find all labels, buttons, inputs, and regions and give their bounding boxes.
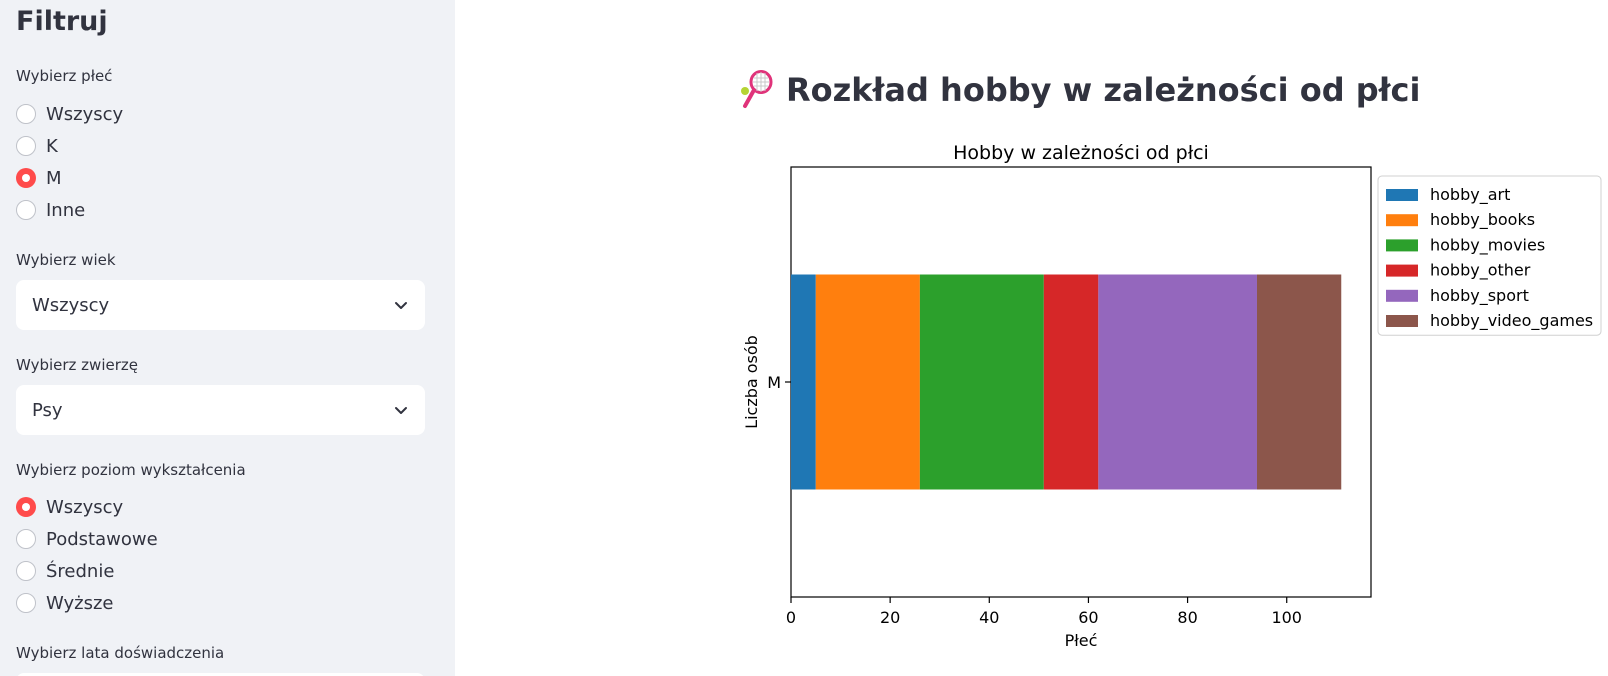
gender-option-m[interactable]: M [16,165,62,191]
bar-segment-hobby-movies [919,274,1044,490]
legend-swatch [1386,214,1418,227]
y-tick-label: M [767,373,781,392]
page-title: Rozkład hobby w zależności od płci [740,68,1420,112]
radio-label: Wszyscy [46,496,124,518]
experience-select[interactable] [16,673,425,676]
radio-circle[interactable] [16,529,36,549]
x-tick-label: 20 [880,608,900,627]
x-tick-label: 40 [979,608,999,627]
bar-segment-hobby-video-games [1256,274,1342,490]
animal-label: Wybierz zwierzę [16,356,138,374]
x-tick-label: 60 [1078,608,1098,627]
legend-entry: hobby_sport [1430,286,1529,306]
legend-entry: hobby_movies [1430,235,1545,255]
radio-circle-selected[interactable] [16,168,36,188]
chart-title: Hobby w zależności od płci [953,142,1209,164]
legend-frame [1377,175,1602,336]
tennis-racket-icon [741,70,773,108]
bar-segment-hobby-books [815,274,920,490]
legend-swatch [1386,289,1418,302]
legend-entry: hobby_other [1430,261,1531,281]
gender-label: Wybierz płeć [16,67,113,85]
legend-entry: hobby_books [1430,210,1535,230]
x-tick-label: 80 [1177,608,1197,627]
radio-label: Podstawowe [46,528,158,550]
sidebar-title: Filtruj [16,6,108,37]
gender-option-k[interactable]: K [16,133,58,159]
education-option-basic[interactable]: Podstawowe [16,526,158,552]
radio-circle[interactable] [16,593,36,613]
sidebar: Filtruj Wybierz płeć Wszyscy K M Inne Wy… [0,0,455,676]
radio-label: Średnie [46,560,115,582]
legend-swatch [1386,264,1418,277]
page-title-text: Rozkład hobby w zależności od płci [786,71,1421,109]
bar-segment-hobby-sport [1098,274,1257,490]
gender-option-other[interactable]: Inne [16,197,85,223]
chevron-down-icon [395,407,407,414]
animal-select-value: Psy [32,399,63,421]
age-select[interactable]: Wszyscy [16,280,425,330]
y-axis-label: Liczba osób [742,335,761,429]
legend-swatch [1386,189,1418,201]
legend-swatch [1386,239,1418,252]
legend-swatch [1386,315,1418,327]
radio-circle-selected[interactable] [16,497,36,517]
radio-circle[interactable] [16,136,36,156]
radio-label: K [46,135,58,157]
x-tick-label: 0 [786,608,796,627]
legend-entry: hobby_art [1430,185,1510,205]
x-axis-label: Płeć [1065,631,1098,650]
education-option-all[interactable]: Wszyscy [16,494,123,520]
hobby-chart: Hobby w zależności od płci 0 20 40 60 80 100 … [742,142,1602,650]
x-tick-label: 100 [1271,608,1302,627]
radio-label: Wszyscy [46,103,124,125]
radio-circle[interactable] [16,561,36,581]
bar-segment-hobby-art [791,274,816,490]
age-select-value: Wszyscy [32,294,110,316]
radio-circle[interactable] [16,104,36,124]
education-option-higher[interactable]: Wyższe [16,590,113,616]
education-label: Wybierz poziom wykształcenia [16,461,246,479]
bar-segment-hobby-other [1043,274,1099,490]
age-label: Wybierz wiek [16,251,116,269]
radio-label: Inne [46,199,86,221]
radio-label: Wyższe [46,592,114,614]
legend-entry: hobby_video_games [1430,311,1593,331]
chart-legend: hobby_art hobby_books hobby_movies hobby_ot… [1377,175,1602,336]
education-option-secondary[interactable]: Średnie [16,558,114,584]
animal-select[interactable]: Psy [16,385,425,435]
chevron-down-icon [395,302,407,309]
radio-circle[interactable] [16,200,36,220]
experience-label: Wybierz lata doświadczenia [16,644,225,662]
radio-label: M [46,167,62,189]
gender-option-all[interactable]: Wszyscy [16,101,123,127]
